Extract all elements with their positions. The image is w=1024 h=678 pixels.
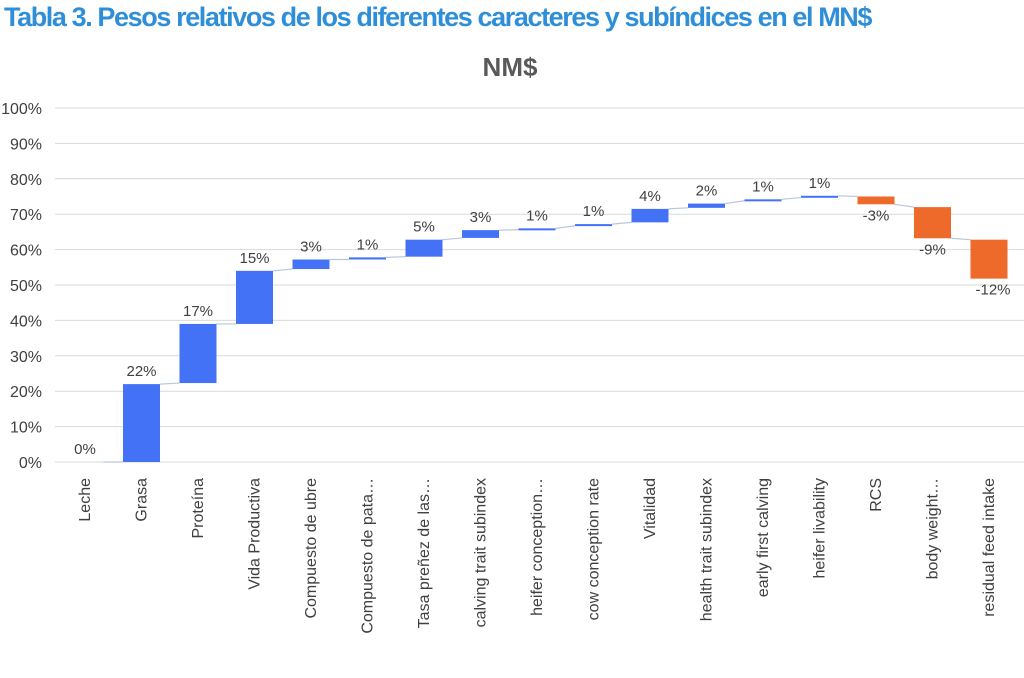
category-label: Grasa [134, 478, 151, 522]
data-label: 3% [470, 209, 492, 226]
x-axis-category-labels: Leche Grasa Proteína Vida Productiva Compues… [77, 478, 998, 634]
bar [970, 239, 1008, 279]
connector-line [781, 196, 802, 200]
category-label: Compuesto de pata… [360, 478, 377, 634]
data-label: 2% [696, 183, 718, 200]
bar [631, 208, 669, 223]
category-label: Proteína [190, 478, 207, 539]
category-label: Compuesto de ubre [303, 478, 320, 619]
data-label: 15% [239, 250, 269, 267]
bar [123, 384, 160, 462]
category-label: calving trait subindex [473, 478, 490, 627]
connector-line [724, 200, 745, 205]
data-label: 1% [583, 203, 605, 220]
bar [405, 239, 443, 257]
y-tick-label: 50% [10, 278, 42, 295]
category-label: residual feed intake [981, 478, 998, 617]
y-tick-label: 0% [19, 455, 42, 472]
category-label: Tasa preñez de las… [416, 478, 433, 628]
connector-line [555, 225, 576, 229]
connector-line [668, 207, 689, 210]
category-label: RCS [868, 478, 885, 512]
y-tick-label: 80% [10, 172, 42, 189]
data-label: 17% [183, 303, 213, 320]
connector-line [950, 237, 971, 241]
connector-line [611, 221, 632, 225]
data-label: 1% [526, 207, 548, 224]
category-label: heifer conception… [529, 478, 546, 616]
data-label: 1% [357, 236, 379, 253]
y-tick-label: 90% [10, 136, 42, 153]
table-heading: Tabla 3. Pesos relativos de los diferent… [4, 2, 872, 32]
data-label: 4% [639, 188, 661, 205]
y-tick-label: 60% [10, 243, 42, 260]
data-label: -9% [919, 241, 946, 258]
category-label: cow conception rate [586, 478, 603, 620]
bar [744, 199, 782, 202]
bar [857, 196, 895, 205]
category-label: heifer livability [812, 478, 829, 578]
category-label: Vitalidad [642, 478, 659, 539]
data-label: 1% [809, 175, 831, 192]
category-label: Vida Productiva [247, 478, 264, 590]
bar [179, 323, 217, 384]
data-label: 0% [74, 441, 96, 458]
bar [349, 257, 386, 260]
bar [801, 195, 838, 198]
bar [518, 228, 556, 231]
bar [575, 224, 612, 227]
grid-lines [55, 107, 1024, 463]
y-axis-tick-labels: 0% 10% 20% 30% 40% 50% 60% 70% 80% 90% 100% [1, 101, 42, 472]
y-tick-label: 10% [10, 420, 42, 437]
data-labels: 0% 22% 17% 15% 3% 1% 5% 3% 1% 1% 4% 2% 1% 1% -3% -9% -12… [74, 175, 1010, 458]
connector-line [385, 256, 406, 258]
data-label: -12% [975, 282, 1010, 299]
data-label: 3% [300, 239, 322, 256]
y-tick-label: 70% [10, 207, 42, 224]
category-label: body weight… [925, 478, 942, 579]
category-label: health trait subindex [699, 478, 716, 621]
connector-lines [103, 195, 971, 463]
y-tick-label: 20% [10, 384, 42, 401]
category-label: Leche [77, 478, 94, 522]
data-label: -3% [863, 207, 890, 224]
y-tick-label: 40% [10, 313, 42, 330]
connector-line [272, 268, 293, 272]
data-label: 5% [413, 219, 435, 236]
bar [462, 230, 499, 238]
y-tick-label: 100% [1, 101, 42, 118]
data-label: 1% [752, 178, 774, 195]
connector-line [837, 195, 858, 198]
bar [292, 259, 330, 270]
bar [688, 203, 725, 208]
bar [236, 270, 273, 324]
connector-line [159, 382, 180, 385]
bars [123, 195, 1008, 462]
data-label: 22% [126, 363, 156, 380]
y-tick-label: 30% [10, 349, 42, 366]
connector-line [442, 237, 463, 241]
category-label: early first calving [755, 478, 772, 597]
connector-line [894, 203, 915, 208]
chart-title: NM$ [483, 52, 538, 82]
bar [914, 207, 951, 239]
